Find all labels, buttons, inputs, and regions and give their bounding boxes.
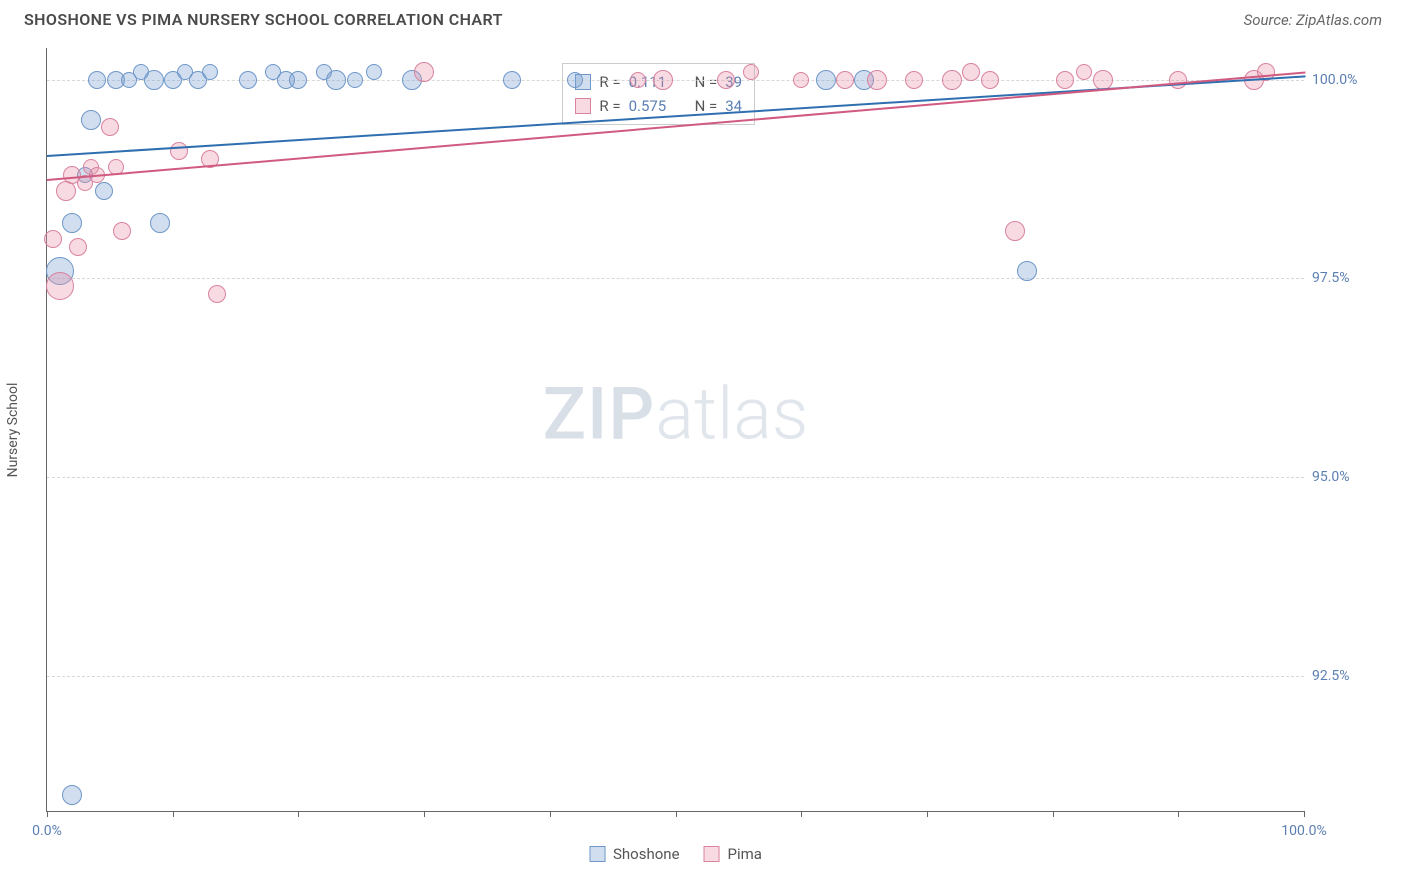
scatter-point: [981, 71, 999, 89]
scatter-point: [46, 272, 74, 300]
scatter-point: [81, 110, 101, 130]
series-legend: Shoshone Pima: [589, 845, 762, 863]
scatter-point: [962, 63, 980, 81]
n-label: N =: [695, 70, 718, 94]
scatter-point: [62, 785, 82, 805]
x-tick-label: 0.0%: [32, 823, 62, 839]
scatter-point: [942, 70, 962, 90]
scatter-point: [88, 71, 106, 89]
scatter-point: [414, 62, 434, 82]
y-tick-label: 100.0%: [1312, 72, 1376, 88]
n-value: 34: [725, 94, 742, 118]
y-tick-label: 92.5%: [1312, 668, 1376, 684]
x-tick: [1053, 811, 1054, 817]
plot-area: Nursery School ZIPatlas R = 0.111N = 39R…: [46, 48, 1304, 812]
scatter-point: [717, 71, 735, 89]
scatter-point: [326, 70, 346, 90]
scatter-point: [170, 142, 188, 160]
r-label: R =: [599, 94, 620, 118]
legend-swatch: [589, 846, 605, 862]
scatter-point: [1005, 221, 1025, 241]
scatter-point: [1017, 261, 1037, 281]
x-tick: [1304, 811, 1305, 817]
scatter-point: [836, 71, 854, 89]
x-tick: [801, 811, 802, 817]
x-tick: [676, 811, 677, 817]
scatter-point: [62, 213, 82, 233]
plot-area-wrap: Nursery School ZIPatlas R = 0.111N = 39R…: [46, 48, 1382, 836]
x-tick: [927, 811, 928, 817]
legend-item: Shoshone: [589, 845, 680, 863]
scatter-point: [113, 222, 131, 240]
y-tick-label: 95.0%: [1312, 469, 1376, 485]
x-tick-label: 100.0%: [1281, 823, 1326, 839]
chart-header: SHOSHONE VS PIMA NURSERY SCHOOL CORRELAT…: [0, 0, 1406, 33]
scatter-point: [366, 64, 382, 80]
scatter-point: [239, 71, 257, 89]
x-tick: [1178, 811, 1179, 817]
r-label: R =: [599, 70, 620, 94]
scatter-point: [816, 70, 836, 90]
scatter-point: [347, 72, 363, 88]
x-tick: [47, 811, 48, 817]
scatter-point: [793, 72, 809, 88]
scatter-point: [653, 70, 673, 90]
scatter-point: [69, 238, 87, 256]
y-axis-label: Nursery School: [5, 382, 21, 477]
x-tick: [298, 811, 299, 817]
chart-title: SHOSHONE VS PIMA NURSERY SCHOOL CORRELAT…: [24, 10, 503, 29]
legend-swatch: [575, 98, 591, 114]
legend-swatch: [704, 846, 720, 862]
x-tick: [424, 811, 425, 817]
x-tick: [173, 811, 174, 817]
scatter-point: [289, 71, 307, 89]
legend-row: R = 0.575N = 34: [575, 94, 742, 118]
scatter-point: [567, 72, 583, 88]
scatter-point: [905, 71, 923, 89]
x-tick: [550, 811, 551, 817]
legend-item: Pima: [704, 845, 762, 863]
watermark: ZIPatlas: [543, 372, 809, 457]
y-tick-label: 97.5%: [1312, 270, 1376, 286]
scatter-point: [150, 213, 170, 233]
scatter-point: [630, 72, 646, 88]
source-label: Source: ZipAtlas.com: [1244, 11, 1382, 29]
scatter-point: [101, 118, 119, 136]
legend-label: Pima: [728, 845, 762, 863]
scatter-point: [867, 70, 887, 90]
gridline-h: [47, 278, 1304, 279]
scatter-point: [503, 71, 521, 89]
scatter-point: [208, 285, 226, 303]
scatter-point: [1076, 64, 1092, 80]
scatter-point: [95, 182, 113, 200]
gridline-h: [47, 477, 1304, 478]
scatter-point: [202, 64, 218, 80]
scatter-point: [144, 70, 164, 90]
watermark-zip: ZIP: [543, 372, 656, 457]
legend-label: Shoshone: [613, 845, 680, 863]
scatter-point: [44, 230, 62, 248]
gridline-h: [47, 676, 1304, 677]
scatter-point: [1056, 71, 1074, 89]
scatter-point: [743, 64, 759, 80]
gridline-h: [47, 80, 1304, 81]
watermark-atlas: atlas: [655, 372, 808, 457]
scatter-point: [1169, 71, 1187, 89]
